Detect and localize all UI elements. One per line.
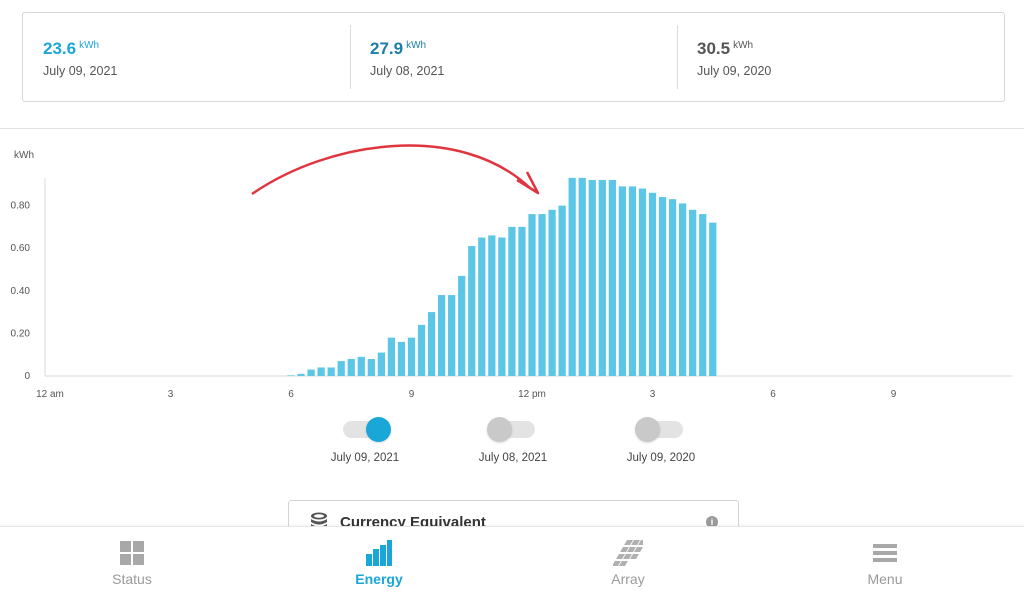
y-tick-label: 0.60 bbox=[11, 243, 31, 254]
toggle-label: July 08, 2021 bbox=[478, 452, 548, 464]
y-tick-label: 0.80 bbox=[11, 201, 31, 212]
chart-bar bbox=[679, 203, 687, 376]
y-axis-label: kWh bbox=[14, 150, 34, 161]
x-tick-label: 3 bbox=[650, 389, 656, 400]
chart-bar bbox=[478, 237, 486, 376]
chart-bar bbox=[628, 186, 637, 376]
nav-status[interactable]: Status bbox=[62, 527, 202, 596]
chart-bar bbox=[337, 361, 345, 376]
chart-bar bbox=[468, 246, 476, 376]
chart-bar bbox=[558, 205, 566, 376]
nav-label: Energy bbox=[355, 571, 403, 587]
series-toggle-last-year[interactable]: July 09, 2020 bbox=[601, 415, 721, 464]
chart-bar bbox=[307, 369, 315, 376]
chart-bar bbox=[538, 214, 546, 376]
y-tick-label: 0.40 bbox=[11, 286, 31, 297]
stat-value: 23.6 kWh bbox=[43, 39, 100, 58]
chart-bar bbox=[578, 177, 586, 376]
x-tick-label: 6 bbox=[770, 389, 776, 400]
chart-bar bbox=[357, 356, 365, 376]
chart-bar bbox=[608, 180, 616, 376]
nav-menu[interactable]: Menu bbox=[815, 527, 955, 596]
stat-value: 27.9 kWh bbox=[370, 39, 427, 58]
chart-bar bbox=[387, 337, 396, 376]
chart-bar bbox=[709, 222, 717, 376]
info-icon[interactable]: i bbox=[706, 516, 718, 528]
chart-bar bbox=[699, 214, 707, 376]
chart-bar bbox=[548, 209, 556, 376]
nav-label: Status bbox=[112, 571, 152, 587]
chart-bar bbox=[297, 373, 305, 376]
series-toggle-today[interactable]: July 09, 2021 bbox=[305, 415, 425, 464]
chart-bar bbox=[317, 367, 325, 376]
x-tick-label: 12 am bbox=[36, 389, 64, 400]
chart-bar bbox=[518, 226, 526, 376]
x-tick-label: 9 bbox=[891, 389, 897, 400]
chart-bar bbox=[377, 352, 385, 376]
toggle-label: July 09, 2021 bbox=[330, 452, 400, 464]
chart-bar bbox=[397, 341, 406, 376]
x-tick-label: 12 pm bbox=[518, 389, 546, 400]
chart-bar bbox=[427, 312, 436, 376]
bar-chart-icon bbox=[366, 540, 392, 566]
chart-bar bbox=[327, 367, 335, 376]
section-divider bbox=[0, 128, 1024, 129]
chart-bar bbox=[689, 209, 697, 376]
chart-bar bbox=[668, 199, 677, 376]
stat-yesterday[interactable]: 27.9 kWh July 08, 2021 bbox=[350, 13, 677, 101]
chart-bar bbox=[287, 375, 295, 376]
chart-bar bbox=[367, 358, 375, 376]
solar-panel-icon bbox=[613, 540, 643, 566]
series-toggles: July 09, 2021 July 08, 2021 July 09, 202… bbox=[0, 415, 1024, 475]
chart-bar bbox=[488, 235, 496, 376]
stat-date: July 09, 2021 bbox=[43, 64, 118, 78]
chart-bar bbox=[407, 337, 416, 376]
stat-date: July 09, 2020 bbox=[697, 64, 772, 78]
stat-value: 30.5 kWh bbox=[697, 39, 754, 58]
chart-bar bbox=[438, 295, 446, 376]
chart-bar bbox=[498, 237, 506, 376]
chart-bar bbox=[598, 180, 606, 376]
energy-summary-card: 23.6 kWh July 09, 2021 27.9 kWh July 08, 2… bbox=[22, 12, 1005, 102]
toggle-switch[interactable] bbox=[487, 417, 535, 442]
energy-bar-chart: kWh 0 0.20 0.40 0.60 0.80 12 am 3 6 9 12 pm 3 6 9 bbox=[11, 144, 1012, 400]
annotation-arrow bbox=[251, 144, 531, 196]
stat-last-year[interactable]: 30.5 kWh July 09, 2020 bbox=[677, 13, 1004, 101]
x-tick-label: 3 bbox=[168, 389, 174, 400]
chart-bar bbox=[347, 358, 355, 376]
chart-bar bbox=[658, 197, 667, 376]
x-tick-label: 9 bbox=[409, 389, 415, 400]
y-tick-label: 0 bbox=[24, 371, 30, 382]
toggle-switch[interactable] bbox=[635, 417, 683, 442]
nav-energy[interactable]: Energy bbox=[309, 527, 449, 596]
x-tick-label: 6 bbox=[288, 389, 294, 400]
chart-bar bbox=[618, 186, 626, 376]
bottom-navigation: Status Energy Array Menu bbox=[0, 526, 1024, 595]
chart-bar bbox=[638, 188, 647, 376]
chart-bar bbox=[588, 180, 596, 376]
chart-bar bbox=[528, 214, 536, 376]
grid-icon bbox=[120, 541, 144, 565]
chart-bar bbox=[568, 177, 576, 376]
nav-label: Menu bbox=[867, 571, 903, 587]
stat-date: July 08, 2021 bbox=[370, 64, 445, 78]
chart-bar bbox=[508, 226, 516, 376]
toggle-switch[interactable] bbox=[343, 417, 391, 442]
chart-bar bbox=[648, 192, 657, 376]
chart-bar bbox=[458, 275, 466, 376]
annotation-arrowhead bbox=[516, 171, 540, 195]
nav-label: Array bbox=[611, 571, 645, 587]
chart-bar bbox=[417, 324, 426, 376]
chart-bar bbox=[448, 295, 456, 376]
stat-today[interactable]: 23.6 kWh July 09, 2021 bbox=[23, 13, 350, 101]
toggle-label: July 09, 2020 bbox=[626, 452, 696, 464]
y-tick-label: 0.20 bbox=[11, 328, 31, 339]
nav-array[interactable]: Array bbox=[558, 527, 698, 596]
series-toggle-yesterday[interactable]: July 08, 2021 bbox=[453, 415, 573, 464]
hamburger-menu-icon bbox=[873, 544, 897, 562]
